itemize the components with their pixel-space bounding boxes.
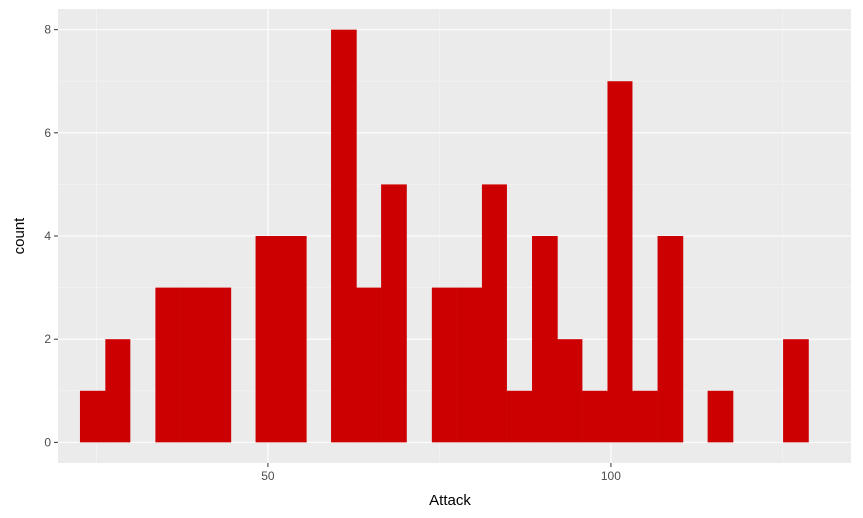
histogram-bar (783, 339, 809, 443)
histogram-bar (557, 339, 583, 443)
y-tick-label: 8 (44, 23, 51, 37)
x-tick-label: 50 (261, 469, 275, 483)
histogram-bar (205, 287, 232, 443)
histogram-bar (280, 236, 307, 443)
histogram-bar (155, 287, 181, 443)
x-tick-label: 100 (601, 469, 621, 483)
histogram-bar (481, 184, 507, 443)
histogram-bar (431, 287, 457, 443)
histogram-bar (381, 184, 407, 443)
histogram-bar (331, 29, 357, 443)
histogram-bar (707, 390, 734, 443)
histogram-bar (105, 339, 131, 443)
y-axis-title: count (11, 217, 28, 255)
y-tick-label: 4 (44, 229, 51, 243)
x-axis-ticks: 50 100 (261, 463, 621, 483)
histogram-bar (632, 390, 658, 443)
histogram-bar (506, 390, 533, 443)
y-axis-ticks: 0 2 4 6 8 (44, 23, 58, 449)
bars (79, 29, 809, 443)
histogram-bar (657, 236, 684, 443)
histogram-bar (255, 236, 282, 443)
histogram-bar (180, 287, 206, 443)
y-tick-label: 6 (44, 126, 51, 140)
y-tick-label: 2 (44, 332, 51, 346)
x-axis-title: Attack (429, 492, 471, 509)
histogram-bar (582, 390, 608, 443)
histogram-bar (532, 236, 558, 443)
histogram-bar (607, 81, 633, 443)
histogram-bar (356, 287, 382, 443)
y-tick-label: 0 (44, 435, 51, 449)
histogram-bar (79, 390, 106, 443)
histogram-bar (456, 287, 483, 443)
